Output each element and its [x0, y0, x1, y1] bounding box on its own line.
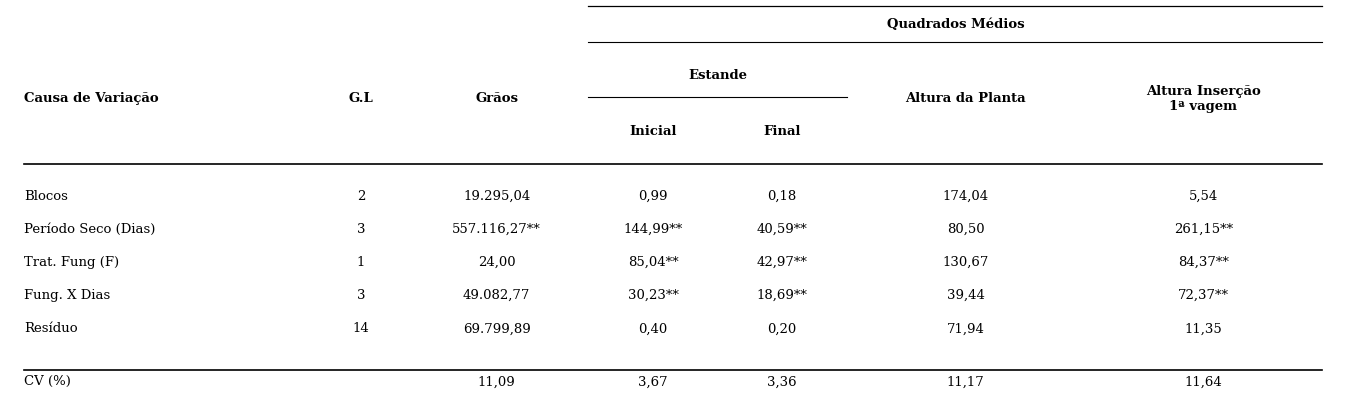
Text: 0,99: 0,99 [639, 190, 667, 203]
Text: Estande: Estande [688, 69, 747, 82]
Text: Final: Final [764, 125, 800, 138]
Text: 69.799,89: 69.799,89 [463, 322, 530, 335]
Text: 3,67: 3,67 [639, 375, 667, 388]
Text: 0,40: 0,40 [639, 322, 667, 335]
Text: 30,23**: 30,23** [628, 289, 678, 302]
Text: 130,67: 130,67 [942, 256, 989, 269]
Text: Trat. Fung (F): Trat. Fung (F) [24, 256, 120, 269]
Text: 144,99**: 144,99** [624, 223, 682, 236]
Text: G.L: G.L [348, 93, 374, 105]
Text: 42,97**: 42,97** [757, 256, 807, 269]
Text: 84,37**: 84,37** [1178, 256, 1229, 269]
Text: Quadrados Médios: Quadrados Médios [886, 18, 1025, 31]
Text: 11,64: 11,64 [1185, 375, 1222, 388]
Text: Resíduo: Resíduo [24, 322, 77, 335]
Text: 80,50: 80,50 [947, 223, 984, 236]
Text: 3: 3 [356, 223, 366, 236]
Text: 24,00: 24,00 [478, 256, 515, 269]
Text: Altura da Planta: Altura da Planta [905, 93, 1026, 105]
Text: 85,04**: 85,04** [628, 256, 678, 269]
Text: 174,04: 174,04 [943, 190, 988, 203]
Text: 261,15**: 261,15** [1174, 223, 1233, 236]
Text: 71,94: 71,94 [947, 322, 984, 335]
Text: 39,44: 39,44 [947, 289, 984, 302]
Text: Inicial: Inicial [629, 125, 677, 138]
Text: 11,17: 11,17 [947, 375, 984, 388]
Text: Altura Inserção
1ª vagem: Altura Inserção 1ª vagem [1146, 85, 1261, 113]
Text: 2: 2 [356, 190, 366, 203]
Text: Blocos: Blocos [24, 190, 68, 203]
Text: Fung. X Dias: Fung. X Dias [24, 289, 110, 302]
Text: Grãos: Grãos [476, 93, 518, 105]
Text: 1: 1 [356, 256, 366, 269]
Text: 3: 3 [356, 289, 366, 302]
Text: CV (%): CV (%) [24, 375, 71, 388]
Text: 11,09: 11,09 [478, 375, 515, 388]
Text: 40,59**: 40,59** [757, 223, 807, 236]
Text: 557.116,27**: 557.116,27** [453, 223, 541, 236]
Text: 5,54: 5,54 [1189, 190, 1218, 203]
Text: 14: 14 [352, 322, 370, 335]
Text: 72,37**: 72,37** [1178, 289, 1229, 302]
Text: 0,20: 0,20 [768, 322, 796, 335]
Text: 11,35: 11,35 [1185, 322, 1222, 335]
Text: Causa de Variação: Causa de Variação [24, 93, 159, 105]
Text: Período Seco (Dias): Período Seco (Dias) [24, 223, 156, 236]
Text: 18,69**: 18,69** [757, 289, 807, 302]
Text: 0,18: 0,18 [768, 190, 796, 203]
Text: 3,36: 3,36 [768, 375, 796, 388]
Text: 49.082,77: 49.082,77 [463, 289, 530, 302]
Text: 19.295,04: 19.295,04 [463, 190, 530, 203]
